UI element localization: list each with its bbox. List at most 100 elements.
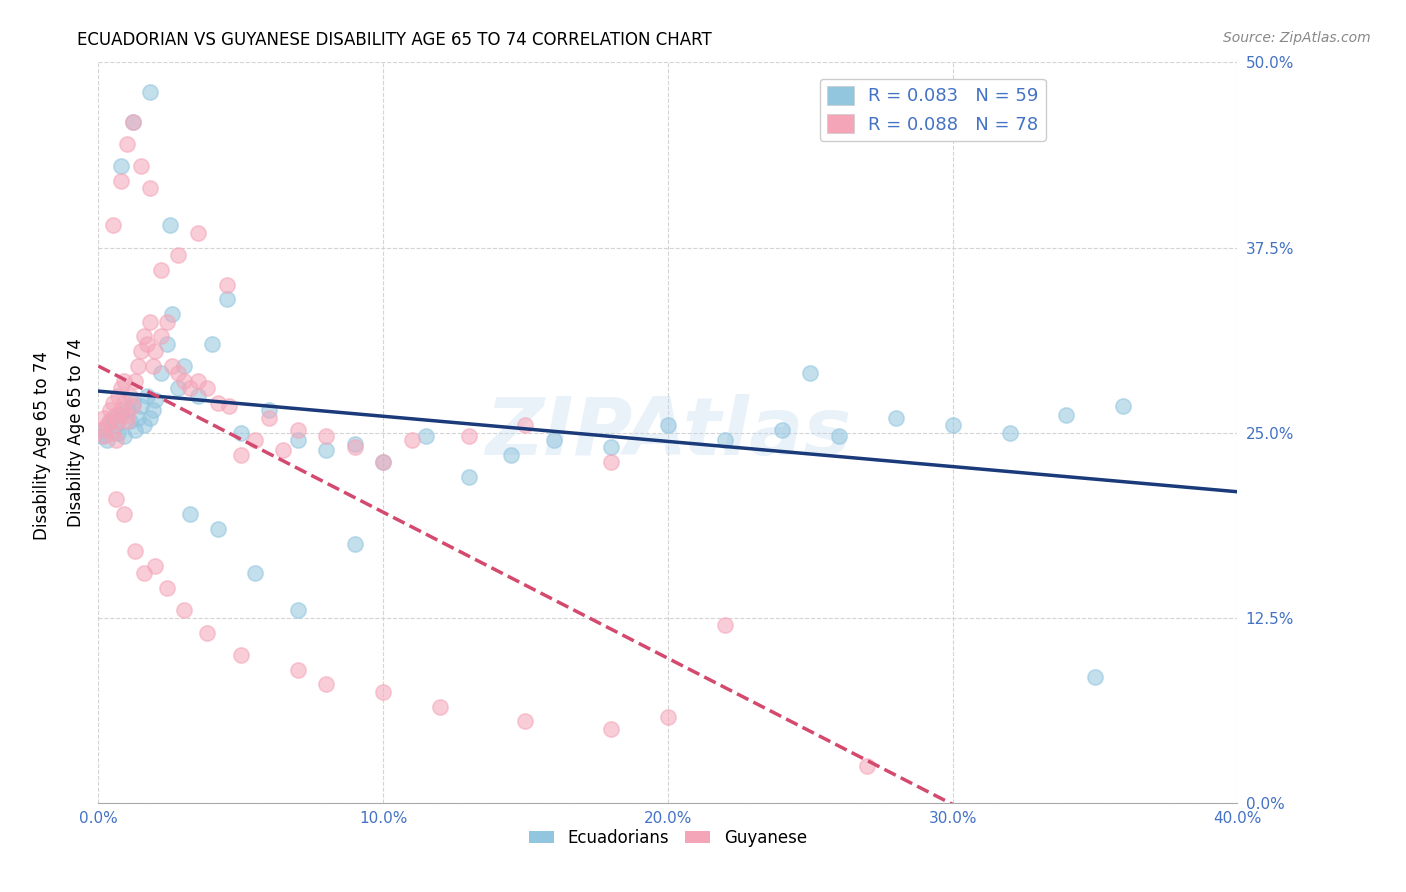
Point	[121, 396, 143, 410]
Point	[273, 443, 295, 458]
Point	[828, 428, 851, 442]
Point	[112, 396, 135, 410]
Point	[115, 408, 138, 422]
Point	[121, 114, 143, 128]
Point	[150, 329, 173, 343]
Point	[315, 443, 337, 458]
Point	[243, 566, 266, 581]
Point	[141, 403, 163, 417]
Point	[167, 367, 190, 381]
Point	[714, 618, 737, 632]
Point	[259, 410, 281, 425]
Point	[657, 710, 679, 724]
Point	[124, 423, 146, 437]
Point	[287, 423, 309, 437]
Point	[515, 418, 537, 433]
Text: Source: ZipAtlas.com: Source: ZipAtlas.com	[1223, 31, 1371, 45]
Point	[141, 359, 163, 373]
Point	[110, 408, 132, 422]
Point	[93, 410, 115, 425]
Point	[167, 248, 190, 262]
Point	[132, 329, 155, 343]
Point	[179, 381, 201, 395]
Point	[90, 428, 112, 442]
Point	[600, 722, 623, 736]
Point	[884, 410, 907, 425]
Point	[124, 374, 146, 388]
Point	[112, 507, 135, 521]
Point	[315, 677, 337, 691]
Point	[401, 433, 423, 447]
Point	[101, 396, 124, 410]
Y-axis label: Disability Age 65 to 74: Disability Age 65 to 74	[66, 338, 84, 527]
Point	[129, 399, 152, 413]
Point	[173, 359, 195, 373]
Point	[799, 367, 821, 381]
Point	[132, 566, 155, 581]
Point	[229, 648, 252, 662]
Point	[150, 262, 173, 277]
Point	[121, 399, 143, 413]
Point	[543, 433, 565, 447]
Point	[287, 603, 309, 617]
Point	[90, 423, 112, 437]
Text: ECUADORIAN VS GUYANESE DISABILITY AGE 65 TO 74 CORRELATION CHART: ECUADORIAN VS GUYANESE DISABILITY AGE 65…	[77, 31, 711, 49]
Point	[187, 388, 209, 402]
Point	[501, 448, 523, 462]
Point	[112, 428, 135, 442]
Point	[110, 159, 132, 173]
Point	[156, 581, 179, 595]
Point	[179, 507, 201, 521]
Point	[135, 388, 157, 402]
Point	[115, 414, 138, 428]
Point	[173, 603, 195, 617]
Point	[138, 181, 160, 195]
Point	[129, 159, 152, 173]
Point	[167, 381, 190, 395]
Point	[315, 428, 337, 442]
Point	[657, 418, 679, 433]
Point	[93, 428, 115, 442]
Point	[156, 336, 179, 351]
Point	[373, 455, 395, 469]
Point	[101, 219, 124, 233]
Point	[215, 293, 238, 307]
Point	[195, 625, 218, 640]
Point	[457, 428, 479, 442]
Point	[159, 219, 181, 233]
Point	[770, 423, 793, 437]
Point	[121, 114, 143, 128]
Point	[96, 418, 118, 433]
Point	[942, 418, 965, 433]
Point	[124, 544, 146, 558]
Text: Disability Age 65 to 74: Disability Age 65 to 74	[34, 351, 51, 541]
Point	[118, 388, 141, 402]
Text: ZIPAtlas: ZIPAtlas	[485, 393, 851, 472]
Point	[98, 414, 121, 428]
Point	[98, 414, 121, 428]
Point	[104, 408, 127, 422]
Point	[107, 414, 129, 428]
Point	[457, 470, 479, 484]
Point	[207, 396, 229, 410]
Point	[110, 381, 132, 395]
Point	[195, 381, 218, 395]
Point	[259, 403, 281, 417]
Point	[243, 433, 266, 447]
Point	[135, 336, 157, 351]
Point	[515, 714, 537, 729]
Point	[1084, 670, 1107, 684]
Point	[207, 522, 229, 536]
Point	[118, 414, 141, 428]
Point	[127, 359, 149, 373]
Point	[229, 425, 252, 440]
Point	[132, 418, 155, 433]
Point	[110, 174, 132, 188]
Point	[93, 423, 115, 437]
Point	[150, 367, 173, 381]
Point	[107, 388, 129, 402]
Point	[287, 663, 309, 677]
Point	[856, 758, 879, 772]
Point	[112, 374, 135, 388]
Point	[145, 392, 167, 407]
